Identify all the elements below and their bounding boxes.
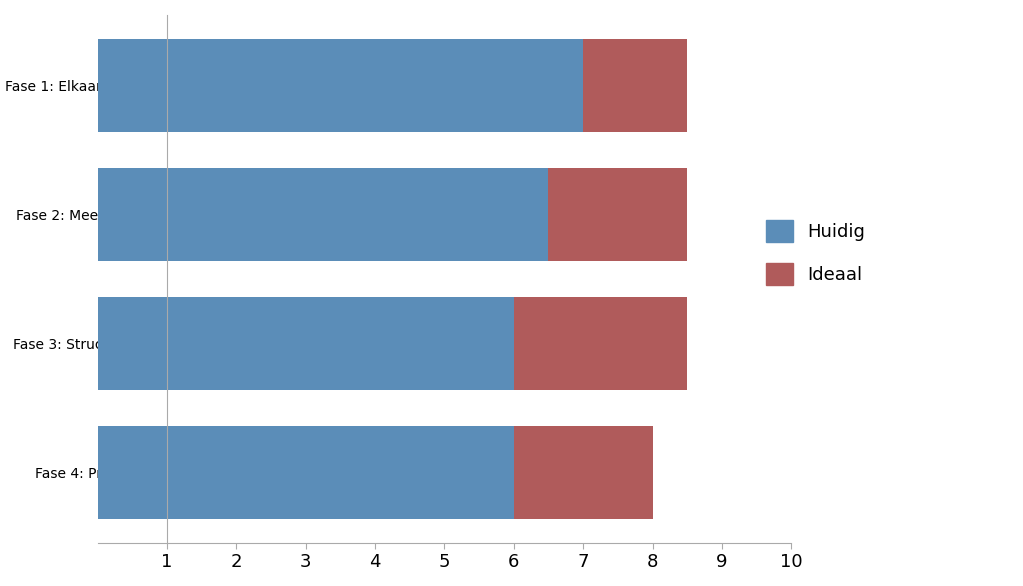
Bar — [98, 39, 583, 132]
Bar — [514, 297, 687, 390]
Bar — [583, 39, 687, 132]
Bar — [98, 168, 548, 261]
Bar — [548, 168, 687, 261]
Bar — [98, 426, 514, 519]
Bar — [98, 297, 514, 390]
Bar — [514, 426, 653, 519]
Legend: Huidig, Ideaal: Huidig, Ideaal — [758, 212, 873, 292]
